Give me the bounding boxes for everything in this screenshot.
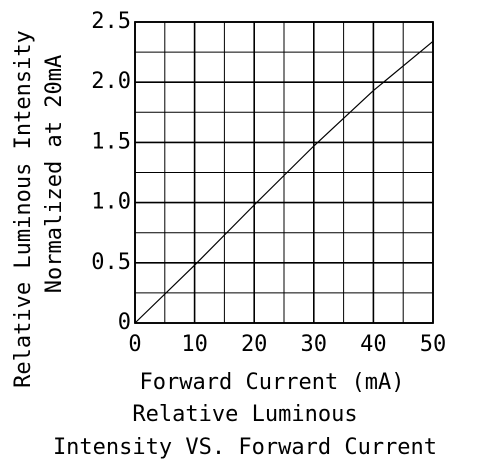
x-tick-label: 40 [360, 332, 387, 357]
x-tick-label: 10 [181, 332, 208, 357]
x-axis-ticks: 0 10 20 30 40 50 [128, 332, 446, 357]
series-layer [134, 40, 434, 324]
y-axis-label-2: Normalized at 20mA [42, 55, 67, 293]
x-tick-label: 30 [301, 332, 328, 357]
caption-line-2: Intensity VS. Forward Current [53, 435, 437, 460]
x-tick-label: 50 [420, 332, 447, 357]
grid [134, 21, 434, 324]
y-tick-label: 2.5 [91, 9, 131, 34]
x-tick-label: 0 [128, 332, 141, 357]
series-line [134, 40, 434, 324]
y-tick-label: 1.0 [91, 190, 131, 215]
y-tick-label: 0.5 [91, 250, 131, 275]
y-axis-ticks: 0 0.5 1.0 1.5 2.0 2.5 [91, 9, 131, 335]
plot-frame [134, 21, 434, 324]
caption-line-1: Relative Luminous [132, 402, 357, 427]
y-tick-label: 1.5 [91, 129, 131, 154]
y-tick-label: 0 [118, 310, 131, 335]
x-tick-label: 20 [241, 332, 268, 357]
y-tick-label: 2.0 [91, 69, 131, 94]
x-axis-label: Forward Current (mA) [140, 370, 405, 395]
y-axis-label: Relative Luminous Intensity [11, 30, 36, 388]
